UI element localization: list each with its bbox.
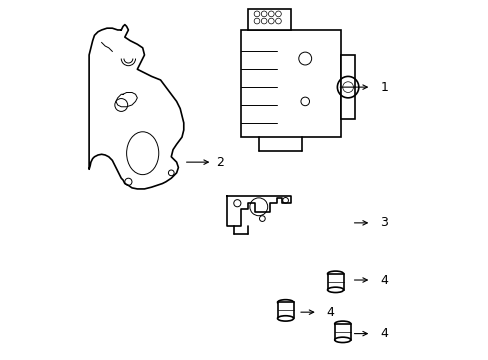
FancyBboxPatch shape (241, 30, 340, 137)
Text: 4: 4 (380, 274, 387, 287)
Ellipse shape (327, 271, 343, 276)
Ellipse shape (126, 132, 159, 175)
Text: 4: 4 (326, 306, 334, 319)
FancyBboxPatch shape (247, 9, 290, 30)
Ellipse shape (334, 337, 350, 342)
Text: 1: 1 (380, 81, 387, 94)
Text: 4: 4 (380, 327, 387, 340)
FancyBboxPatch shape (334, 324, 350, 340)
Ellipse shape (277, 300, 293, 305)
Ellipse shape (249, 198, 267, 216)
Ellipse shape (327, 287, 343, 293)
FancyBboxPatch shape (327, 274, 343, 290)
Text: 2: 2 (216, 156, 224, 168)
Text: 3: 3 (380, 216, 387, 229)
Ellipse shape (334, 321, 350, 327)
Ellipse shape (277, 316, 293, 321)
FancyBboxPatch shape (340, 55, 354, 119)
FancyBboxPatch shape (277, 302, 293, 319)
